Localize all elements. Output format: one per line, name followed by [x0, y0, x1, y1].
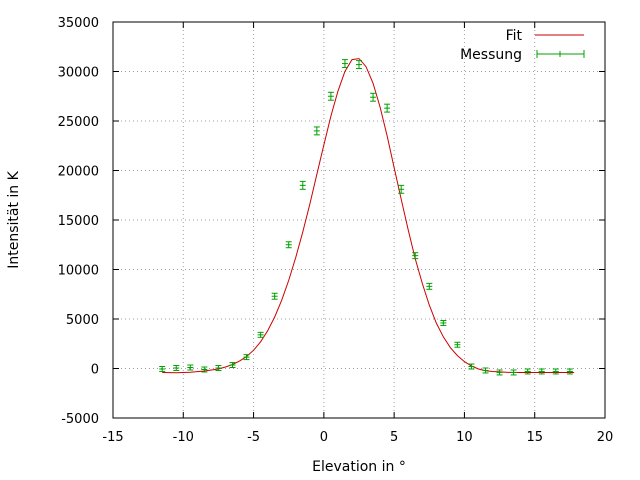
y-tick-label: 35000: [58, 16, 99, 31]
axis-ticks: -15 -10 -5 0 5 10 15 20 -5000 0 5000 10000 15000 2000…: [58, 16, 614, 445]
y-tick-label: -5000: [61, 412, 99, 427]
legend-label-fit: Fit: [506, 28, 523, 44]
data-point-messung: [229, 362, 236, 369]
data-point-messung: [412, 252, 419, 260]
data-point-messung: [299, 180, 306, 190]
data-point-messung: [271, 292, 278, 300]
data-point-messung: [356, 60, 362, 70]
y-tick-label: 20000: [58, 165, 99, 180]
data-point-messung: [173, 365, 180, 371]
x-tick-label: 0: [320, 430, 328, 445]
data-point-messung: [482, 367, 489, 374]
data-point-messung: [538, 368, 545, 375]
y-tick-label: 25000: [58, 115, 99, 130]
y-tick-label: 10000: [58, 264, 99, 279]
data-point-messung: [243, 354, 250, 361]
y-tick-label: 5000: [66, 313, 99, 328]
x-tick-label: -10: [173, 430, 194, 445]
data-point-messung: [426, 282, 433, 290]
legend: Fit Messung: [460, 28, 585, 63]
y-tick-label: 30000: [58, 66, 99, 81]
data-point-messung: [341, 59, 348, 69]
x-tick-label: 15: [526, 430, 543, 445]
data-point-messung: [257, 331, 264, 338]
legend-sample-messung: [536, 50, 585, 58]
y-axis-label: Intensität in K: [6, 170, 22, 268]
x-tick-label: 10: [456, 430, 473, 445]
x-tick-label: -15: [102, 430, 123, 445]
series-line-fit: [162, 58, 575, 374]
data-point-messung: [370, 92, 377, 102]
x-axis-label: Elevation in °: [312, 459, 406, 475]
data-point-messung: [510, 369, 517, 376]
data-point-messung: [159, 366, 166, 372]
series-layer: [159, 58, 575, 376]
x-tick-label: -5: [247, 430, 260, 445]
data-point-messung: [285, 241, 292, 249]
data-point-messung: [201, 366, 208, 373]
data-point-messung: [552, 368, 559, 375]
x-tick-label: 5: [390, 430, 398, 445]
plot-frame: [112, 21, 606, 419]
data-point-messung: [384, 103, 391, 113]
grid: [113, 22, 605, 418]
data-point-messung: [398, 184, 405, 194]
data-point-messung: [468, 363, 475, 370]
data-point-messung: [187, 364, 194, 371]
data-point-messung: [496, 369, 503, 376]
data-point-messung: [215, 365, 222, 371]
y-tick-label: 15000: [58, 214, 99, 229]
y-tick-label: 0: [91, 363, 99, 378]
data-point-messung: [454, 341, 461, 348]
data-point-messung: [524, 368, 531, 375]
x-tick-label: 20: [597, 430, 614, 445]
data-point-messung: [566, 368, 573, 375]
data-point-messung: [440, 319, 447, 326]
legend-label-messung: Messung: [460, 47, 522, 63]
data-point-messung: [313, 126, 320, 136]
data-point-messung: [327, 91, 334, 101]
